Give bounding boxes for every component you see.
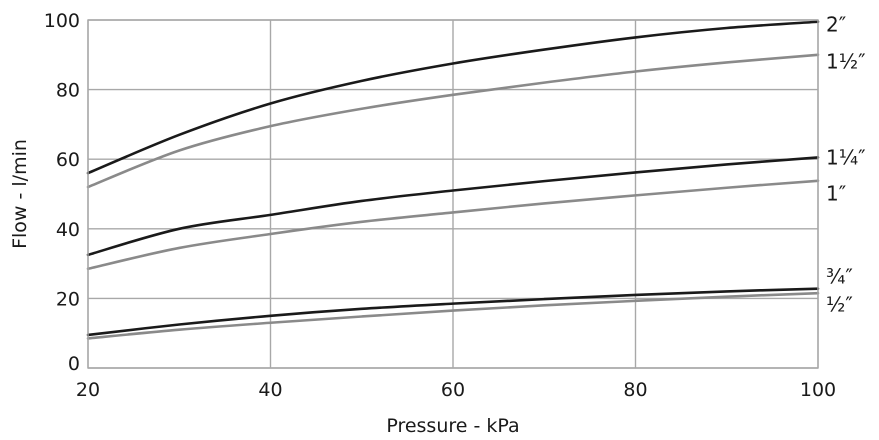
x-tick-labels: 20 40 60 80 100 — [76, 379, 836, 401]
series-line-5 — [86, 291, 820, 340]
series-line-4 — [86, 287, 820, 337]
y-axis-title: Flow - l/min — [9, 139, 31, 249]
y-tick-label: 0 — [68, 353, 80, 375]
series-label: 1¼″ — [826, 146, 866, 170]
series-label: ¾″ — [826, 265, 853, 289]
series-lines — [86, 20, 820, 340]
series-label: 2″ — [826, 13, 846, 37]
x-tick-label: 60 — [441, 379, 465, 401]
grid — [87, 19, 819, 369]
y-tick-label: 100 — [44, 10, 80, 32]
series-label: 1½″ — [826, 50, 866, 74]
series-labels: 2″ 1½″ 1¼″ 1″ ¾″ ½″ — [826, 13, 866, 317]
y-tick-label: 60 — [56, 149, 80, 171]
y-tick-labels: 0 20 40 60 80 100 — [44, 10, 80, 375]
x-tick-label: 20 — [76, 379, 100, 401]
series-line-0 — [86, 20, 820, 175]
series-label: ½″ — [826, 293, 853, 317]
x-axis-title: Pressure - kPa — [386, 415, 519, 437]
series-label: 1″ — [826, 182, 846, 206]
x-tick-label: 80 — [623, 379, 647, 401]
y-tick-label: 80 — [56, 80, 80, 102]
plot-border — [87, 19, 819, 369]
x-tick-label: 40 — [258, 379, 282, 401]
y-tick-label: 20 — [56, 288, 80, 310]
x-tick-label: 100 — [800, 379, 836, 401]
y-tick-label: 40 — [56, 219, 80, 241]
series-line-3 — [86, 179, 820, 271]
plot-frame — [87, 19, 819, 369]
series-line-1 — [86, 53, 820, 189]
series-line-2 — [86, 156, 820, 257]
